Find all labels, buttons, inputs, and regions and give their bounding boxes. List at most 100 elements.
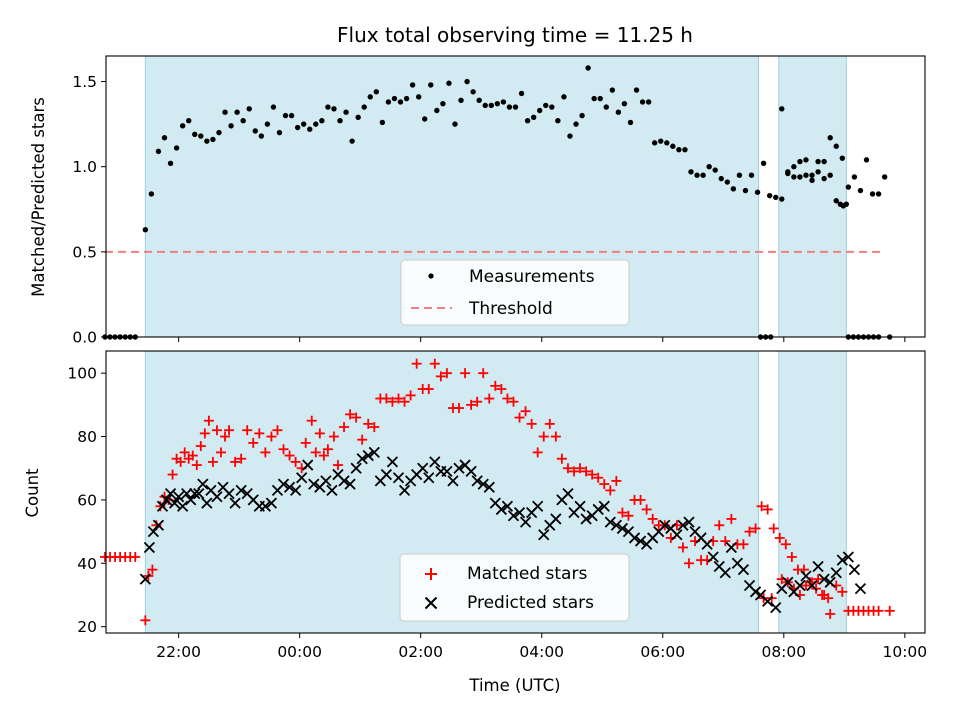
predicted-star-point — [842, 551, 854, 563]
measurement-point — [797, 158, 803, 165]
matched-star-point — [837, 586, 848, 597]
measurement-point — [561, 94, 567, 100]
predicted-star-point — [800, 570, 812, 582]
predicted-marker-b — [326, 484, 338, 497]
measurement-point — [809, 172, 815, 178]
matched-star-point — [520, 406, 531, 417]
predicted-star-point — [737, 563, 750, 576]
measurement-point — [409, 82, 416, 88]
matched-star-point — [272, 425, 283, 436]
predicted-marker-b — [265, 497, 278, 509]
measurement-point — [712, 167, 718, 173]
predicted-marker-b — [177, 500, 189, 512]
predicted-marker-b — [836, 554, 848, 566]
predicted-star-point — [507, 510, 520, 522]
top-y-ticks: 0.0 0.5 1.0 1.5 — [72, 73, 106, 347]
top-y-tick-label: 0.5 — [72, 243, 97, 261]
measurement-point — [730, 186, 737, 192]
measurement-point — [264, 121, 271, 127]
predicted-star-point — [362, 449, 374, 462]
predicted-star-point — [707, 551, 719, 563]
top-legend-box — [400, 259, 630, 326]
predicted-star-point — [201, 497, 213, 509]
measurement-point — [760, 160, 767, 166]
measurement-point — [609, 87, 616, 93]
measurement-point — [173, 145, 180, 151]
matched-star-point — [155, 501, 166, 512]
bottom-x-axis-label: Time (UTC) — [468, 676, 560, 695]
measurement-point — [186, 118, 192, 124]
predicted-marker-b — [532, 500, 544, 512]
predicted-marker-b — [770, 602, 782, 614]
measurement-point — [494, 100, 501, 107]
matched-star-point — [611, 475, 622, 486]
predicted-star-point — [368, 446, 380, 459]
measurement-point — [766, 192, 773, 199]
legend-predicted-label: Predicted stars — [467, 593, 594, 613]
predicted-star-point — [538, 529, 550, 541]
measurement-point — [415, 94, 422, 100]
measurement-point — [476, 97, 482, 103]
predicted-star-point — [574, 500, 586, 512]
measurement-point — [706, 163, 712, 170]
measurement-point — [658, 138, 664, 144]
predicted-star-point — [211, 491, 223, 503]
predicted-marker-b — [147, 525, 160, 538]
measurement-point — [537, 107, 543, 114]
bottom-x-tick-label: 22:00 — [156, 643, 201, 661]
bottom-y-tick-label: 80 — [77, 428, 97, 446]
predicted-star-point — [229, 497, 241, 509]
predicted-marker-b — [592, 503, 604, 516]
measurement-point — [851, 174, 858, 180]
bottom-points — [99, 358, 895, 626]
predicted-marker-b — [302, 459, 314, 471]
top-y-tick-label: 1.0 — [72, 158, 97, 176]
top-y-tick-label: 0.0 — [72, 329, 97, 347]
measurement-point — [367, 94, 373, 100]
predicted-marker-b — [143, 541, 156, 554]
measurement-point — [549, 104, 555, 110]
bottom-legend-box — [399, 553, 630, 622]
matched-star-point — [466, 399, 477, 410]
predicted-marker-b — [701, 538, 713, 550]
predicted-star-point — [824, 576, 836, 588]
measurement-point — [567, 133, 573, 139]
measurement-point — [748, 172, 755, 178]
predicted-marker-b — [671, 529, 683, 541]
measurement-point — [803, 172, 809, 178]
predicted-star-point — [423, 472, 435, 484]
predicted-marker-b — [320, 475, 332, 487]
predicted-star-point — [429, 456, 441, 468]
matched-star-point — [750, 523, 761, 534]
predicted-marker-b — [471, 475, 483, 487]
measurement-point — [397, 99, 404, 105]
measurement-point — [518, 90, 525, 97]
matched-star-point — [179, 447, 190, 458]
matched-star-point — [278, 444, 289, 455]
measurement-point — [464, 78, 470, 85]
matched-star-point — [756, 501, 767, 512]
predicted-star-point — [289, 484, 302, 497]
predicted-marker-b — [610, 519, 622, 531]
bottom-x-tick-label: 06:00 — [640, 643, 685, 661]
predicted-star-point — [398, 484, 411, 497]
predicted-star-point — [806, 579, 818, 592]
measurement-point — [343, 109, 349, 115]
matched-star-point — [441, 368, 452, 379]
predicted-star-point — [854, 583, 867, 595]
measurement-point — [373, 89, 380, 95]
matched-star-point — [623, 510, 634, 521]
predicted-marker-b — [495, 503, 508, 516]
measurement-point — [179, 123, 186, 129]
top-x-ticks — [178, 337, 906, 342]
predicted-marker-b — [392, 472, 405, 484]
predicted-marker-b — [749, 586, 762, 598]
measurement-point — [234, 109, 240, 115]
measurement-point — [470, 89, 476, 95]
predicted-marker-b — [441, 465, 453, 478]
top-y-axis-label: Matched/Predicted stars — [29, 97, 48, 297]
measurement-point — [198, 133, 204, 139]
measurement-point — [349, 138, 355, 144]
predicted-star-point — [177, 500, 189, 512]
